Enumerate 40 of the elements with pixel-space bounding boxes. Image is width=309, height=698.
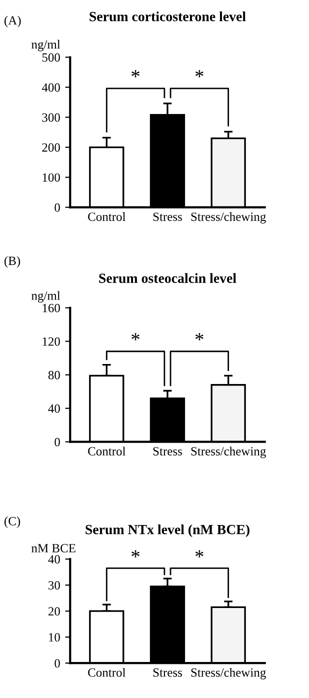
y-axis-title: nM BCE	[31, 544, 76, 552]
x-tick-label: Control	[88, 446, 126, 456]
text: *	[196, 550, 204, 558]
y-tick-label: 0	[54, 659, 60, 668]
annotation: *	[132, 70, 140, 78]
y-tick-label: 300	[42, 113, 60, 122]
y-tick-label: 10	[49, 633, 60, 642]
y-axis-title: ng/ml	[31, 291, 60, 302]
y-tick-label: 20	[48, 607, 60, 616]
x-tick-label: Stress	[153, 447, 182, 456]
annotation: *	[132, 333, 140, 340]
y-tick-label: 30	[48, 581, 60, 590]
y-tick-label: 400	[42, 83, 60, 92]
annotation: *	[196, 333, 204, 340]
x-tick-label: Stress/chewing	[191, 212, 266, 224]
y-tick-label: 200	[42, 143, 60, 152]
x-tick-label: Stress	[153, 668, 182, 677]
x-tick-label: Control	[88, 668, 126, 677]
y-tick-label: 80	[48, 370, 60, 380]
x-tick-label: Stress/chewing	[191, 446, 266, 458]
y-tick-label: 500	[42, 53, 60, 62]
y-axis-title: ng/ml	[31, 40, 60, 52]
y-tick-label: 40	[48, 404, 60, 413]
text: (A)	[4, 16, 21, 28]
chart-title: Serum osteocalcin level	[99, 273, 236, 283]
y-tick-label: 0	[54, 438, 60, 446]
y-tick-label: 40	[48, 555, 60, 564]
text: (C)	[4, 516, 20, 528]
x-tick-label: Stress/chewing	[191, 668, 266, 680]
y-tick-label: 0	[54, 203, 60, 212]
text: *	[132, 550, 140, 558]
x-tick-label: Control	[88, 212, 126, 221]
chart-title: Serum corticosterone level	[90, 11, 246, 22]
chart-title: Serum NTx level (nM BCE)	[86, 524, 250, 538]
x-tick-label: Stress	[153, 212, 182, 221]
annotation: *	[196, 70, 204, 78]
text: (B)	[4, 256, 20, 268]
y-tick-label: 160	[42, 304, 60, 312]
y-tick-label: 100	[42, 173, 60, 182]
y-tick-label: 120	[42, 337, 60, 346]
